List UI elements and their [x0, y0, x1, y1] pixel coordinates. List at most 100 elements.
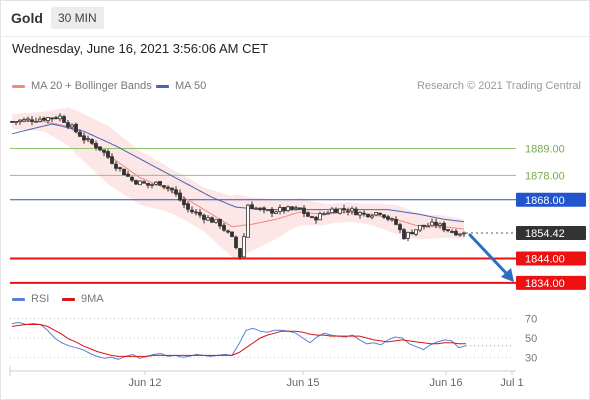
- candle-body: [450, 231, 454, 233]
- candle-body: [322, 213, 326, 216]
- candle: [174, 186, 178, 197]
- symbol-title: Gold: [11, 10, 43, 26]
- candle-body: [154, 181, 158, 185]
- candle-body: [266, 209, 270, 212]
- candle: [214, 219, 218, 224]
- candle: [302, 205, 306, 218]
- x-tick-label: Jun 16: [429, 377, 462, 389]
- candle: [338, 208, 342, 215]
- candle: [366, 213, 370, 218]
- candle-body: [258, 207, 262, 210]
- candle: [86, 135, 90, 142]
- candle: [138, 180, 142, 186]
- candle-body: [394, 218, 398, 225]
- candle-body: [158, 181, 162, 186]
- candle-body: [290, 206, 294, 210]
- candle-body: [202, 214, 206, 220]
- candle: [66, 119, 70, 130]
- candle: [206, 215, 210, 221]
- candle-body: [398, 224, 402, 231]
- candle: [342, 204, 346, 214]
- candle: [262, 206, 266, 214]
- candle-body: [326, 212, 330, 215]
- candle-body: [462, 232, 466, 235]
- candle: [42, 116, 46, 122]
- candle-body: [214, 219, 218, 223]
- candle: [166, 185, 170, 192]
- candle: [14, 121, 18, 126]
- candle-body: [194, 211, 198, 214]
- candle-body: [54, 117, 58, 120]
- ma20-label: MA 20 + Bollinger Bands: [31, 80, 152, 92]
- timeframe-button[interactable]: 30 MIN: [51, 7, 104, 29]
- candle-body: [146, 182, 150, 186]
- candle-body: [114, 163, 118, 169]
- candle: [298, 207, 302, 210]
- candle: [30, 116, 34, 126]
- candle: [78, 129, 82, 137]
- candle-body: [66, 122, 70, 128]
- candle-body: [318, 213, 322, 221]
- legend-rsi-ma: 9MA: [62, 293, 104, 305]
- candle: [186, 201, 190, 213]
- candle: [142, 180, 146, 184]
- candle-body: [62, 116, 66, 123]
- candle-body: [110, 156, 114, 164]
- candle: [350, 206, 354, 215]
- candle: [422, 224, 426, 230]
- candle-body: [126, 173, 130, 177]
- candle: [246, 203, 250, 238]
- candle-body: [238, 248, 242, 258]
- candle-body: [430, 221, 434, 226]
- candle-body: [86, 138, 90, 141]
- rsi-tick-30: 30: [525, 352, 537, 364]
- legend-ma50: MA 50: [156, 80, 206, 92]
- candle-body: [198, 212, 202, 216]
- candle: [130, 176, 134, 183]
- candle-body: [350, 208, 354, 212]
- candle: [442, 221, 446, 233]
- candle-body: [442, 222, 446, 231]
- candle: [46, 117, 50, 124]
- candle-body: [38, 118, 42, 122]
- candle: [258, 207, 262, 212]
- candle-body: [286, 206, 290, 212]
- candle: [438, 222, 442, 229]
- candle-body: [338, 208, 342, 214]
- forecast-arrow-head: [501, 268, 514, 282]
- candle-body: [134, 180, 138, 185]
- candle-body: [78, 131, 82, 137]
- candle: [410, 229, 414, 235]
- legend-rsi: RSI: [12, 293, 49, 305]
- candle: [146, 182, 150, 189]
- candle-body: [230, 231, 234, 237]
- candle-body: [242, 236, 246, 258]
- rsi-series-9MA: [11, 324, 466, 357]
- level-label-bg-1844.00: [516, 251, 586, 266]
- candle-body: [454, 230, 458, 236]
- research-credit: Research © 2021 Trading Central: [416, 80, 581, 92]
- rsi-ma-swatch: [62, 297, 75, 301]
- candle: [226, 229, 230, 234]
- candle-body: [422, 224, 426, 227]
- candle: [450, 229, 454, 234]
- candle-body: [30, 119, 34, 122]
- candle: [82, 132, 86, 144]
- candle: [118, 166, 122, 172]
- candle: [282, 206, 286, 214]
- candle: [310, 215, 314, 219]
- candle: [414, 229, 418, 237]
- candle-body: [354, 208, 358, 216]
- candle-body: [94, 143, 98, 149]
- candle-body: [406, 231, 410, 239]
- candle-body: [446, 229, 450, 232]
- candle-body: [458, 233, 462, 236]
- candle-body: [162, 185, 166, 188]
- candle-body: [102, 149, 106, 153]
- level-label-1844.00: 1844.00: [525, 253, 565, 265]
- candle-body: [174, 189, 178, 195]
- candle: [378, 212, 382, 216]
- candle-body: [58, 115, 62, 120]
- candle: [182, 196, 186, 209]
